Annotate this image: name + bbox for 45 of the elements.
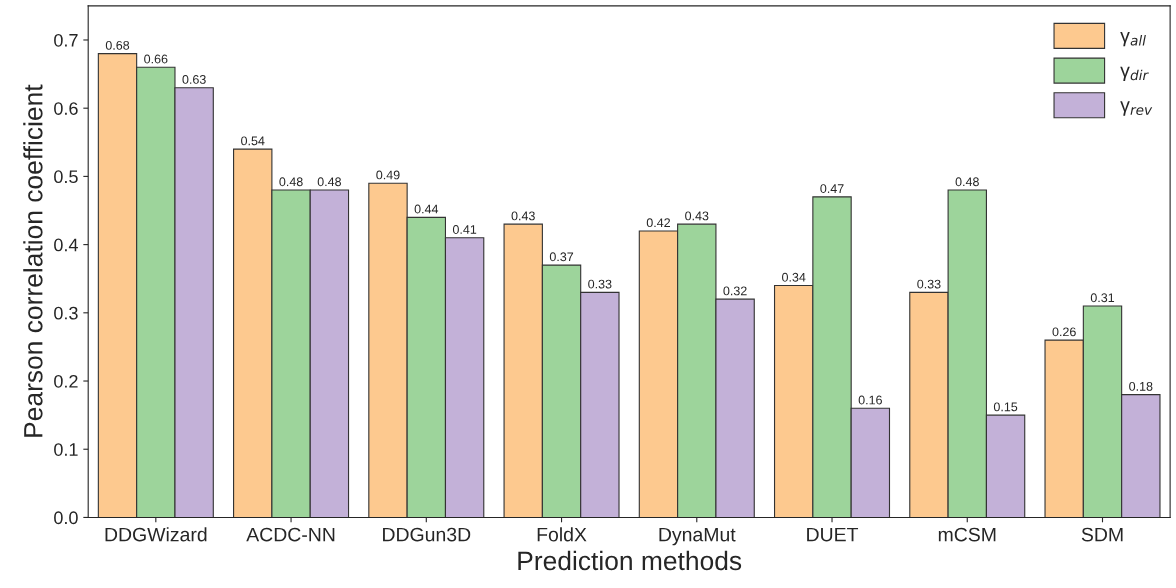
y-tick-label: 0.4 [54, 238, 78, 252]
data-label: 0.63 [182, 75, 206, 84]
x-tick-label: ACDC-NN [246, 527, 335, 542]
data-label: 0.33 [588, 279, 612, 289]
x-tick-label: SDM [1081, 527, 1123, 542]
data-label: 0.44 [414, 204, 439, 214]
data-label: 0.15 [993, 402, 1018, 412]
data-label: 0.54 [241, 136, 265, 146]
data-label: 0.32 [723, 286, 747, 296]
x-tick-label: DynaMut [659, 527, 736, 546]
y-tick-label: 0.7 [54, 33, 78, 47]
legend-label: γ$_{rev}$ [1120, 101, 1153, 116]
data-label: 0.42 [646, 218, 670, 228]
data-label: 0.48 [279, 177, 303, 187]
y-axis-title: Pearson correlation coefficient [23, 84, 43, 437]
x-tick-label: FoldX [537, 527, 587, 542]
data-label: 0.26 [1052, 327, 1076, 337]
x-tick-label: DDGun3D [383, 527, 471, 542]
data-label: 0.43 [511, 211, 535, 221]
data-label: 0.47 [820, 184, 844, 193]
y-tick-label: 0.6 [54, 102, 78, 115]
legend-label: γ$_{dir}$ [1120, 66, 1149, 81]
x-tick-label: mCSM [938, 527, 996, 542]
data-label: 0.33 [917, 279, 941, 289]
data-label: 0.49 [376, 170, 400, 180]
y-tick-label: 0.5 [54, 170, 78, 184]
x-axis-title: Prediction methods [518, 550, 742, 571]
y-tick-label: 0.0 [54, 511, 78, 525]
data-label: 0.37 [549, 252, 574, 262]
data-label: 0.16 [858, 395, 882, 405]
data-label: 0.34 [782, 272, 806, 282]
x-tick-label: DUET [807, 527, 859, 542]
data-label: 0.43 [685, 211, 709, 221]
x-tick-label: DDGWizard [105, 527, 207, 542]
data-label: 0.18 [1129, 381, 1153, 391]
data-label: 0.48 [955, 177, 979, 187]
data-label: 0.48 [317, 177, 341, 187]
y-tick-label: 0.1 [54, 443, 78, 456]
data-label: 0.68 [105, 40, 130, 50]
data-label: 0.31 [1090, 293, 1115, 303]
y-tick-label: 0.3 [54, 306, 78, 320]
data-label: 0.41 [452, 225, 477, 234]
y-tick-label: 0.2 [54, 374, 78, 388]
data-label: 0.66 [144, 54, 168, 64]
legend-label: γ$_{all}$ [1120, 31, 1146, 47]
